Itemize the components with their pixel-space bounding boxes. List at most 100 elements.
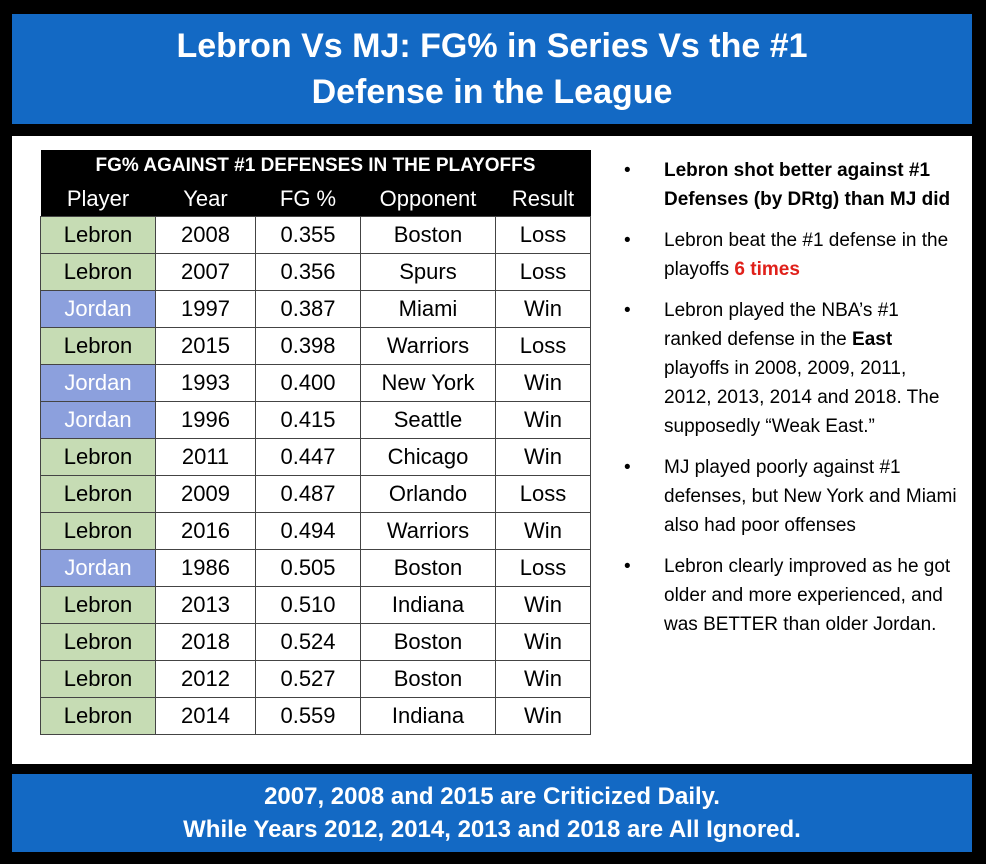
table-cell: Lebron	[40, 660, 156, 698]
note-item: • Lebron beat the #1 defense in the play…	[618, 226, 958, 284]
content-panel: FG% AGAINST #1 DEFENSES IN THE PLAYOFFS …	[12, 136, 972, 764]
notes-list: • Lebron shot better against #1 Defenses…	[618, 156, 958, 651]
table-cell: Loss	[495, 253, 591, 291]
table-cell: Lebron	[40, 623, 156, 661]
table-row: Lebron 2016 0.494 Warriors Win	[40, 512, 591, 550]
table-cell: Lebron	[40, 475, 156, 513]
bullet-icon: •	[624, 230, 631, 251]
table-row: Jordan 1993 0.400 New York Win	[40, 364, 591, 402]
footer-line-1: 2007, 2008 and 2015 are Criticized Daily…	[264, 783, 720, 810]
bullet-icon: •	[624, 457, 631, 478]
table-cell: Spurs	[360, 253, 496, 291]
table-cell: Boston	[360, 660, 496, 698]
footer-banner: 2007, 2008 and 2015 are Criticized Daily…	[12, 774, 972, 852]
bullet-icon: •	[624, 556, 631, 577]
table-cell: 2014	[155, 697, 256, 735]
table-cell: Win	[495, 401, 591, 439]
table-row: Lebron 2013 0.510 Indiana Win	[40, 586, 591, 624]
table-row: Lebron 2008 0.355 Boston Loss	[40, 216, 591, 254]
note-text: Lebron shot better against #1 Defenses (…	[664, 160, 951, 210]
table-cell: 0.527	[255, 660, 361, 698]
table-cell: 0.510	[255, 586, 361, 624]
table-cell: Win	[495, 697, 591, 735]
table-cell: 2008	[155, 216, 256, 254]
table-cell: Seattle	[360, 401, 496, 439]
table-cell: Win	[495, 512, 591, 550]
table-cell: Win	[495, 586, 591, 624]
table-cell: Win	[495, 290, 591, 328]
note-text: MJ played poorly against #1 defenses, bu…	[664, 457, 957, 536]
table-row: Lebron 2015 0.398 Warriors Loss	[40, 327, 591, 365]
table-cell: 2007	[155, 253, 256, 291]
table-cell: 0.559	[255, 697, 361, 735]
note-highlight: 6 times	[734, 259, 800, 280]
table-cell: 0.447	[255, 438, 361, 476]
table-cell: Jordan	[40, 401, 156, 439]
table-row: Jordan 1986 0.505 Boston Loss	[40, 549, 591, 587]
table-cell: Lebron	[40, 216, 156, 254]
table-cell: Loss	[495, 327, 591, 365]
table-cell: 1996	[155, 401, 256, 439]
table-cell: 2012	[155, 660, 256, 698]
column-header: Player	[40, 182, 156, 217]
note-text: Lebron played the NBA’s #1 ranked defens…	[664, 300, 899, 350]
table-row: Lebron 2014 0.559 Indiana Win	[40, 697, 591, 735]
table-body: Lebron 2008 0.355 Boston Loss Lebron 2007 0.356…	[40, 216, 591, 735]
table-cell: 0.494	[255, 512, 361, 550]
table-cell: 2009	[155, 475, 256, 513]
note-item: • Lebron played the NBA’s #1 ranked defe…	[618, 296, 958, 441]
note-item: • Lebron clearly improved as he got olde…	[618, 552, 958, 639]
column-header: FG %	[255, 182, 361, 217]
table-cell: 0.487	[255, 475, 361, 513]
column-header: Year	[155, 182, 256, 217]
column-header: Opponent	[360, 182, 496, 217]
table-cell: 0.400	[255, 364, 361, 402]
table-cell: Lebron	[40, 697, 156, 735]
table-cell: Warriors	[360, 512, 496, 550]
table-cell: 0.524	[255, 623, 361, 661]
table-cell: Miami	[360, 290, 496, 328]
table-cell: Boston	[360, 549, 496, 587]
table-cell: Orlando	[360, 475, 496, 513]
table-cell: 0.398	[255, 327, 361, 365]
note-text: playoffs in 2008, 2009, 2011, 2012, 2013…	[664, 358, 940, 437]
table-cell: Win	[495, 660, 591, 698]
note-item: • MJ played poorly against #1 defenses, …	[618, 453, 958, 540]
bullet-icon: •	[624, 160, 631, 181]
table-cell: 2018	[155, 623, 256, 661]
table-cell: 0.415	[255, 401, 361, 439]
note-text: Lebron clearly improved as he got older …	[664, 556, 951, 635]
table-cell: Loss	[495, 475, 591, 513]
table-cell: Lebron	[40, 586, 156, 624]
table-row: Jordan 1997 0.387 Miami Win	[40, 290, 591, 328]
header-banner: Lebron Vs MJ: FG% in Series Vs the #1 De…	[12, 14, 972, 124]
table-row: Lebron 2011 0.447 Chicago Win	[40, 438, 591, 476]
table-cell: Jordan	[40, 549, 156, 587]
column-header: Result	[495, 182, 591, 217]
table-cell: Indiana	[360, 697, 496, 735]
table-cell: Boston	[360, 623, 496, 661]
table-row: Lebron 2018 0.524 Boston Win	[40, 623, 591, 661]
table-cell: Warriors	[360, 327, 496, 365]
table-cell: 2016	[155, 512, 256, 550]
table-cell: Win	[495, 438, 591, 476]
table-title: FG% AGAINST #1 DEFENSES IN THE PLAYOFFS	[40, 150, 591, 182]
table-row: Lebron 2007 0.356 Spurs Loss	[40, 253, 591, 291]
table-header-row: Player Year FG % Opponent Result	[40, 182, 591, 217]
table-cell: Lebron	[40, 253, 156, 291]
note-bold: East	[852, 329, 893, 350]
table-cell: Win	[495, 364, 591, 402]
header-line-1: Lebron Vs MJ: FG% in Series Vs the #1	[176, 27, 808, 65]
table-cell: Boston	[360, 216, 496, 254]
table-cell: Chicago	[360, 438, 496, 476]
table-cell: 1993	[155, 364, 256, 402]
table-cell: Lebron	[40, 512, 156, 550]
table-cell: New York	[360, 364, 496, 402]
table-cell: 0.505	[255, 549, 361, 587]
table-row: Lebron 2012 0.527 Boston Win	[40, 660, 591, 698]
table-cell: 0.387	[255, 290, 361, 328]
table-row: Lebron 2009 0.487 Orlando Loss	[40, 475, 591, 513]
table-cell: Loss	[495, 216, 591, 254]
note-text: Lebron beat the #1 defense in the playof…	[664, 230, 949, 280]
table-cell: Lebron	[40, 327, 156, 365]
